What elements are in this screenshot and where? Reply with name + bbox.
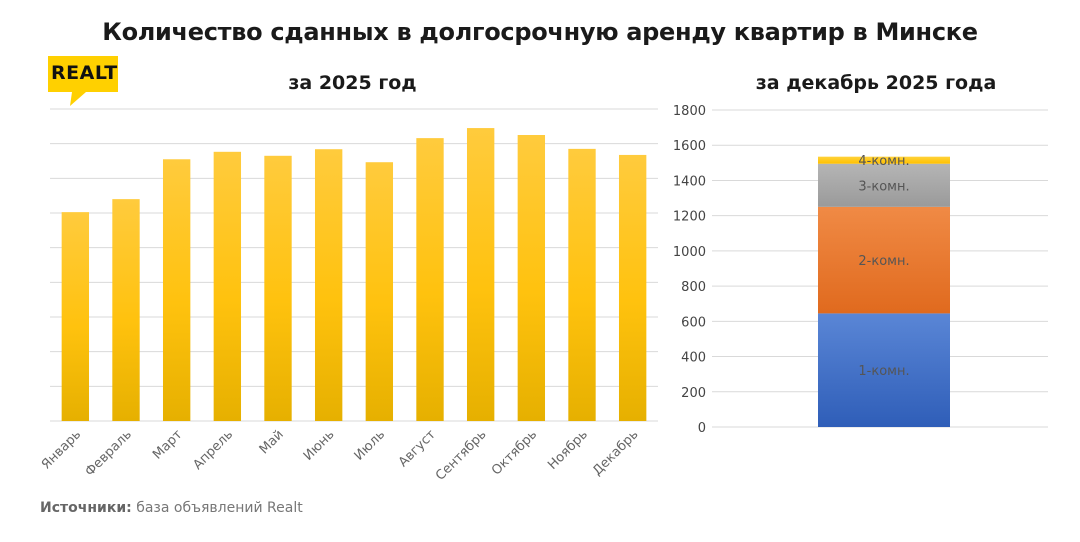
source-label: Источники: [40, 500, 132, 516]
y-tick-label: 1600 [673, 139, 706, 154]
x-tick-label: Июль [352, 427, 389, 464]
x-tick-label: Январь [39, 427, 84, 472]
bar-6 [314, 149, 343, 422]
x-tick-label: Июнь [301, 427, 338, 464]
x-tick-label: Май [257, 427, 287, 457]
y-tick-label: 400 [681, 351, 706, 366]
source-text: база объявлений Realt [131, 500, 303, 516]
realt-logo-shape [48, 56, 118, 106]
segment-label: 1-комн. [858, 364, 909, 379]
y-tick-label: 1000 [673, 245, 706, 260]
x-tick-label: Сентябрь [433, 427, 490, 484]
bar-9 [466, 128, 495, 422]
bar-1 [61, 212, 90, 421]
x-tick-label: Февраль [82, 427, 134, 479]
bar-3 [162, 159, 191, 421]
bar-2 [112, 199, 140, 421]
y-tick-label: 0 [698, 421, 706, 436]
bar-7 [365, 162, 394, 422]
bar-11 [568, 148, 596, 421]
right-chart-subtitle: за декабрь 2025 года [755, 72, 997, 94]
segment-label: 3-комн. [858, 179, 909, 194]
bar-4 [213, 151, 242, 421]
x-tick-label: Август [396, 427, 439, 470]
x-tick-label: Декабрь [590, 427, 642, 479]
left-chart-subtitle: за 2025 год [288, 72, 417, 94]
y-tick-label: 600 [681, 315, 706, 330]
logo-badge [48, 56, 118, 106]
realt-logo: REALT [48, 56, 138, 108]
y-tick-label: 1800 [673, 104, 706, 119]
y-tick-label: 1400 [673, 174, 706, 189]
segment-label: 4-комн. [858, 154, 909, 169]
stack-segment [818, 313, 950, 427]
x-tick-label: Апрель [190, 427, 236, 473]
bar-8 [416, 138, 444, 421]
bar-12 [618, 154, 647, 421]
y-tick-label: 800 [681, 280, 706, 295]
x-tick-label: Ноябрь [545, 427, 591, 473]
x-tick-label: Март [150, 427, 186, 463]
stack-segment [818, 163, 950, 207]
source-note: Источники: база объявлений Realt [40, 500, 303, 516]
stack-segment [818, 206, 950, 314]
x-tick-label: Октябрь [489, 427, 540, 478]
y-tick-label: 200 [681, 386, 706, 401]
logo-text: REALT [51, 62, 118, 84]
chart-title: Количество сданных в долгосрочную аренду… [102, 18, 978, 46]
segment-label: 2-комн. [858, 254, 909, 269]
bar-10 [517, 135, 546, 421]
y-tick-label: 1200 [673, 210, 706, 225]
stack-segment [818, 156, 950, 164]
bar-5 [264, 155, 292, 422]
